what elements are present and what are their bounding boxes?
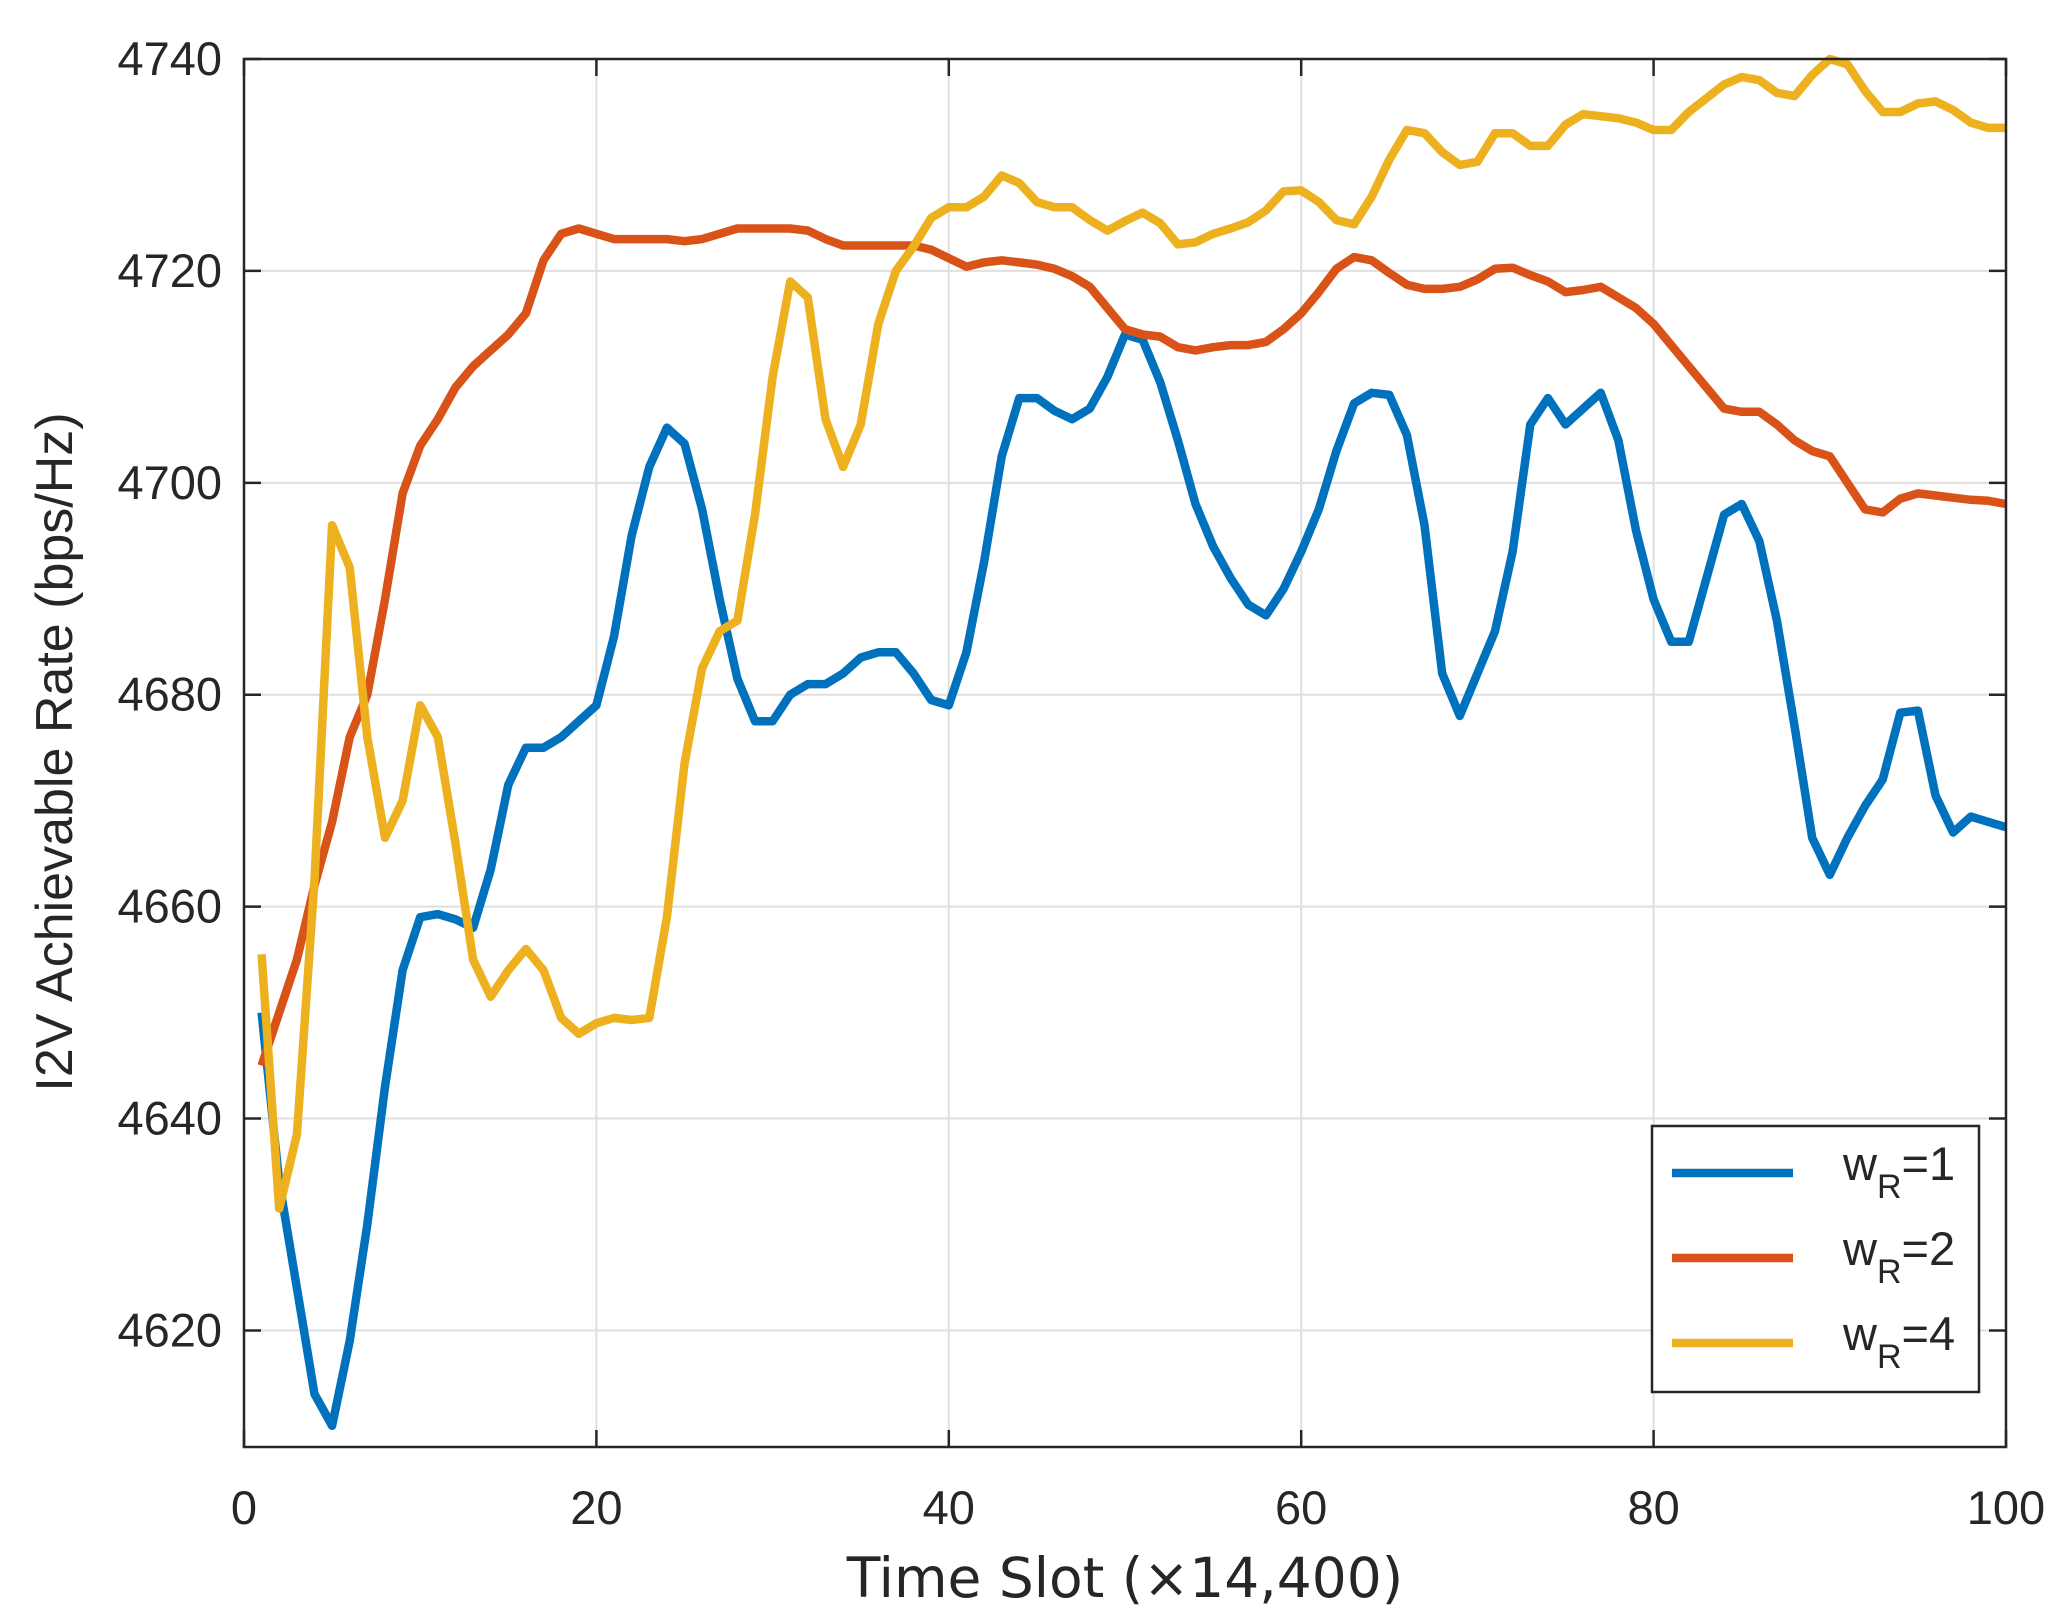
- series-line-w1: [257, 330, 2008, 1431]
- series-line-w4: [257, 54, 2006, 1213]
- axis-ticks: [242, 57, 2008, 1447]
- y-tick-label: 4640: [117, 1092, 222, 1145]
- y-tick-label: 4700: [117, 456, 222, 509]
- x-tick-label: 80: [1627, 1481, 1679, 1534]
- x-tick-labels: 0 20 40 60 80 100: [231, 1481, 2045, 1534]
- plot-frame: [242, 57, 2008, 1449]
- series-line-w2: [257, 224, 2007, 1067]
- y-tick-label: 4660: [117, 880, 222, 933]
- y-axis-label: I2V Achievable Rate (bps/Hz): [26, 412, 84, 1091]
- x-axis-label: Time Slot (×14,400): [846, 1546, 1403, 1610]
- grid-lines: [244, 59, 2006, 1447]
- x-tick-label: 20: [570, 1481, 622, 1534]
- series-lines: [257, 54, 2008, 1431]
- y-tick-label: 4620: [117, 1303, 222, 1356]
- legend-label-w2: wR=2: [1842, 1222, 1955, 1291]
- y-tick-label: 4740: [117, 32, 222, 85]
- legend: wR=1 wR=2 wR=4: [1650, 1124, 1981, 1394]
- x-tick-label: 0: [231, 1481, 257, 1534]
- x-tick-label: 40: [923, 1481, 975, 1534]
- y-tick-labels: 4620 4640 4660 4680 4700 4720 4740: [117, 32, 222, 1356]
- legend-label-w1: wR=1: [1842, 1137, 1955, 1206]
- legend-label-w4: wR=4: [1842, 1307, 1955, 1376]
- x-tick-label: 60: [1275, 1481, 1327, 1534]
- y-tick-label: 4720: [117, 244, 222, 297]
- y-tick-label: 4680: [117, 668, 222, 721]
- x-tick-label: 100: [1967, 1481, 2045, 1534]
